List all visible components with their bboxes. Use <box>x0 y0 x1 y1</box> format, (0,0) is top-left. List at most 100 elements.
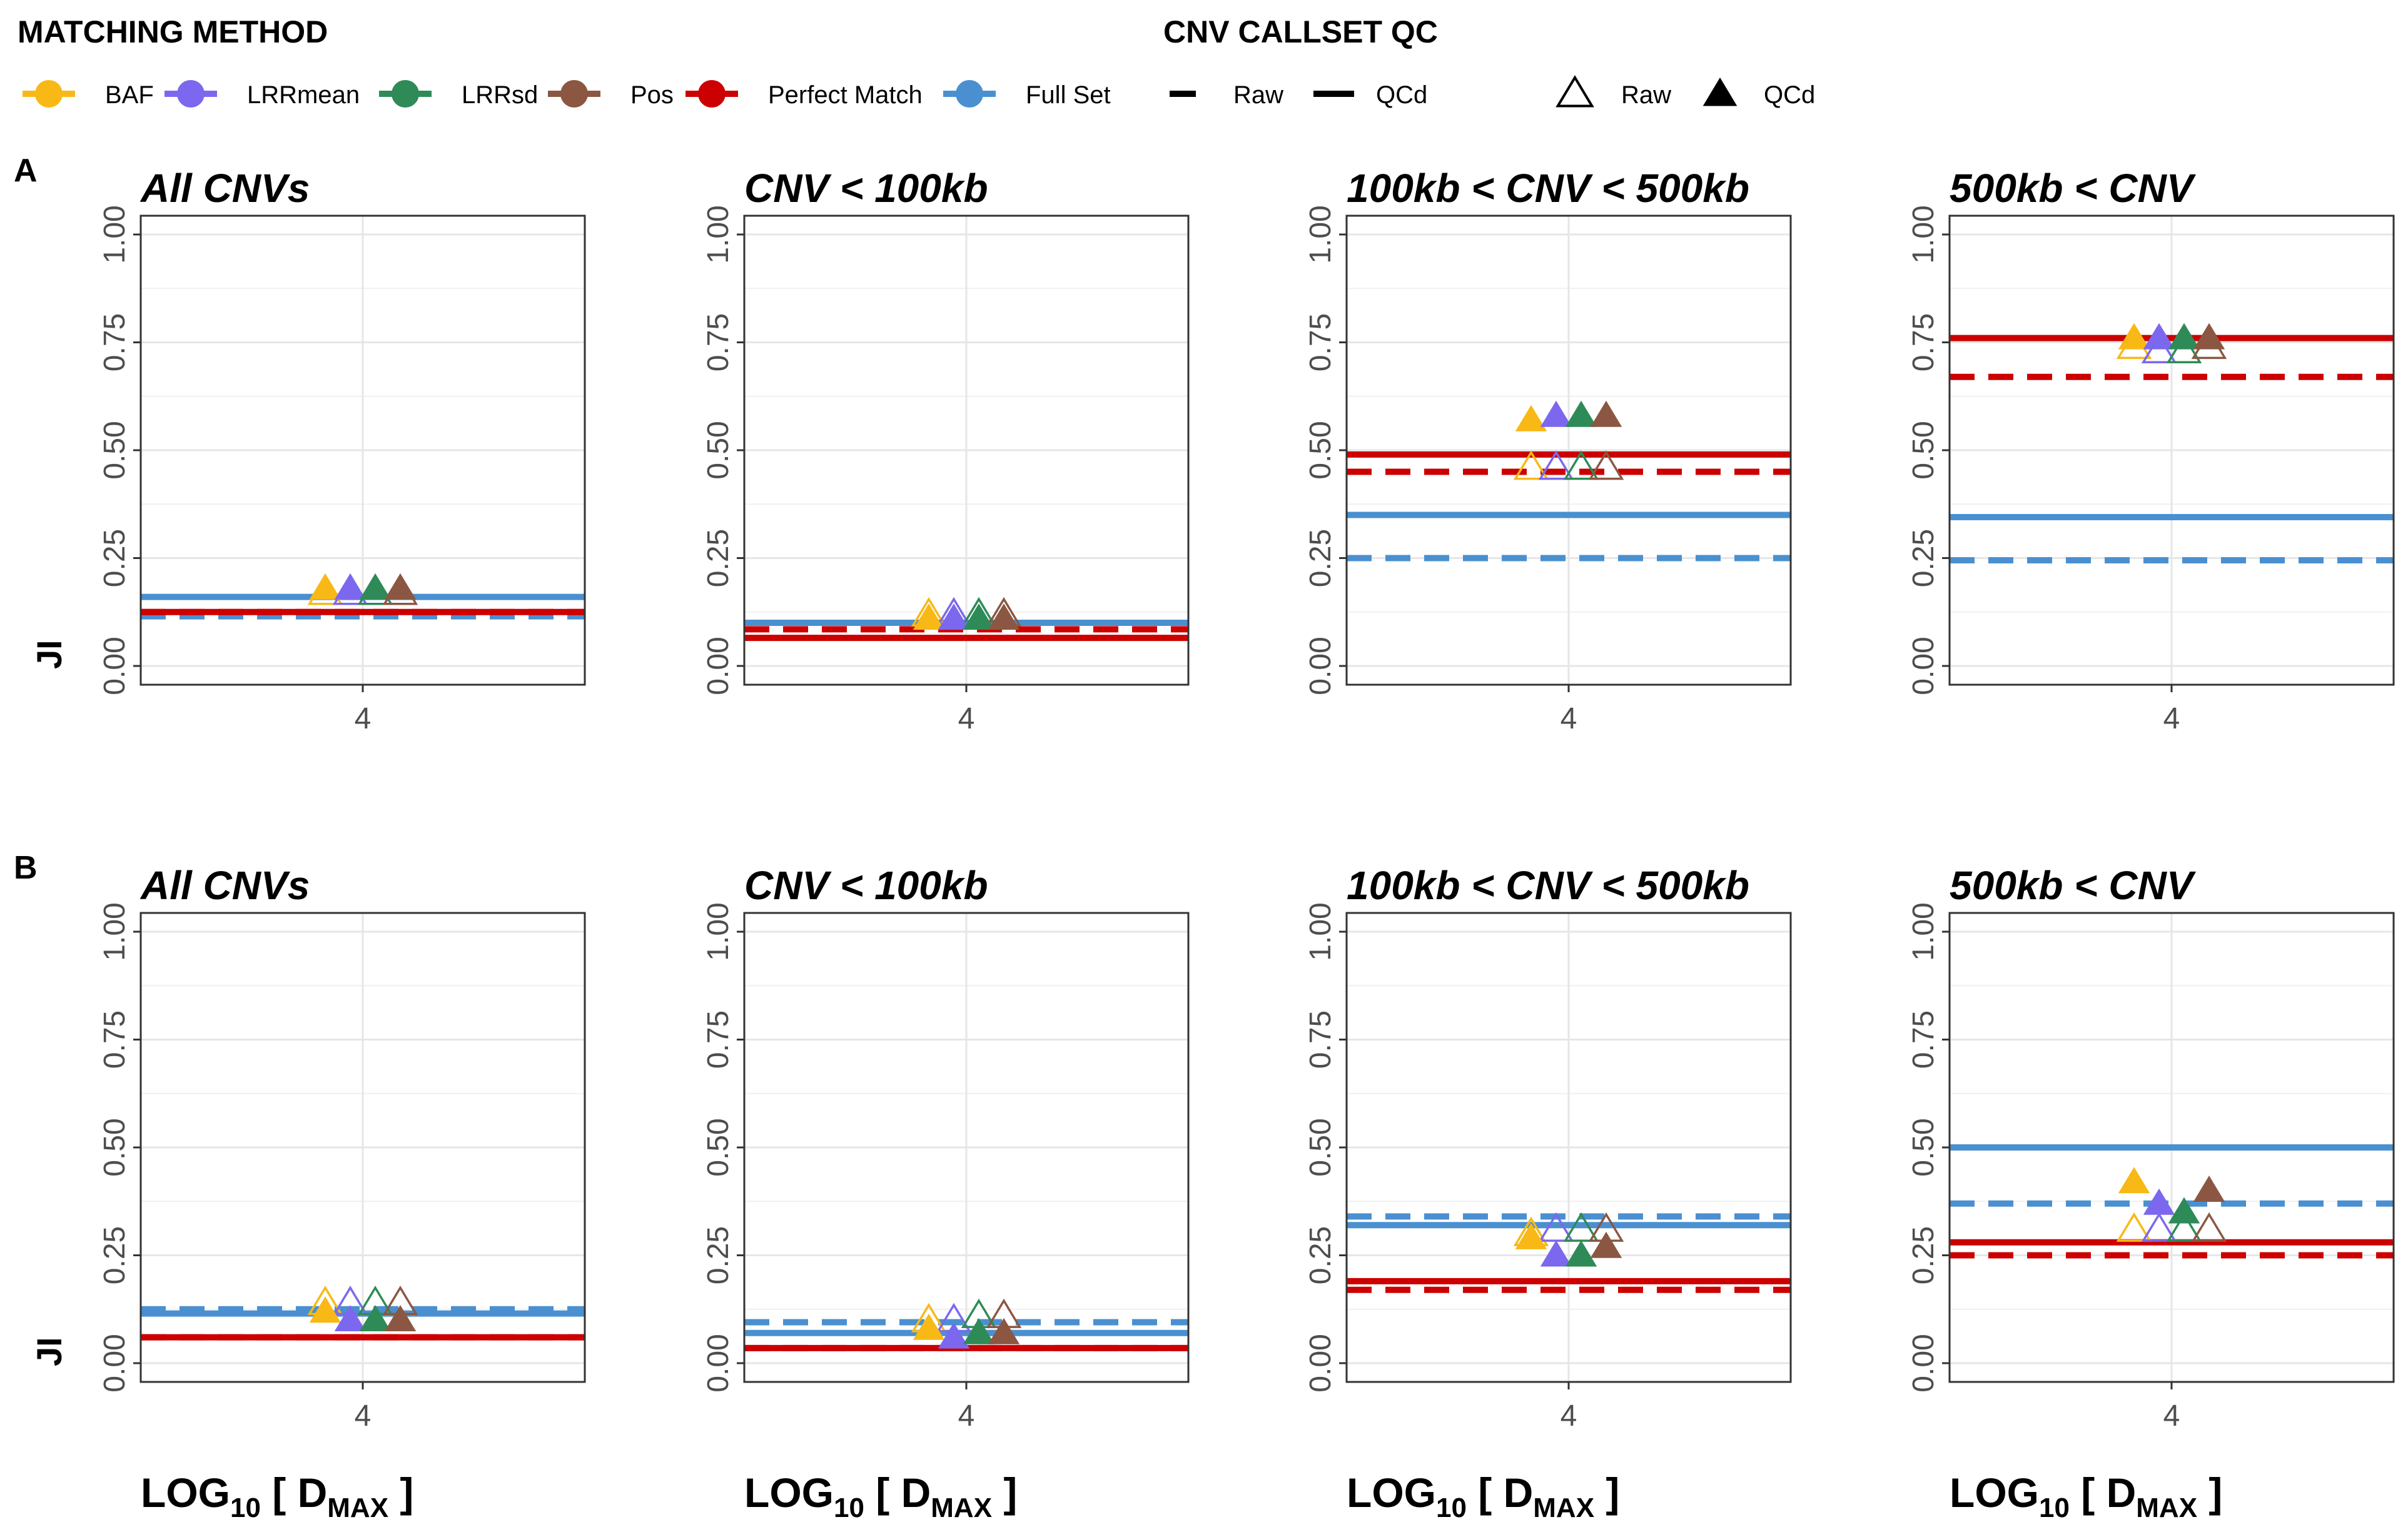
point-qcd-pos <box>2193 323 2225 350</box>
point-qcd-lrrsd <box>963 1318 995 1344</box>
point-qcd-pos <box>384 1305 417 1331</box>
y-tick-label: 0.00 <box>702 637 735 695</box>
legend-qc-title: CNV CALLSET QC <box>1163 14 1438 49</box>
point-qcd-pos <box>384 573 417 600</box>
panel-title: CNV < 100kb <box>744 863 988 908</box>
x-axis-title-part: LOG <box>1347 1469 1436 1516</box>
point-raw-lrrsd <box>2166 1212 2202 1242</box>
point-qcd-lrrmean <box>938 1322 970 1349</box>
x-tick-label: 4 <box>355 702 372 735</box>
x-tick-label: 4 <box>355 1399 372 1433</box>
legend-qc-entries: Raw QCd Raw QCd <box>1170 75 1815 109</box>
point-qcd-lrrsd <box>1565 1240 1597 1267</box>
y-tick-label: 0.50 <box>98 1118 131 1176</box>
x-axis-title-part: [ D <box>864 1469 931 1516</box>
y-tick-label: 0.25 <box>1907 1226 1940 1284</box>
point-qcd-lrrsd <box>2168 323 2200 350</box>
y-tick-label: 0.50 <box>1907 1118 1940 1176</box>
point-qcd-pos <box>1590 1231 1622 1258</box>
x-axis-title-part: LOG <box>744 1469 834 1516</box>
legend-full-dot <box>956 80 983 108</box>
panel-border <box>1345 214 1792 686</box>
y-tick-label: 0.50 <box>1304 1118 1337 1176</box>
y-tick-label: 0.00 <box>1304 637 1337 695</box>
panel-title: 500kb < CNV <box>1950 166 2197 211</box>
panel-b-3: 100kb < CNV < 500kb 0.00 0.25 0.50 0.75 1.00 4 <box>1304 863 1792 1433</box>
point-raw-baf <box>2116 1212 2152 1242</box>
point-qcd-lrrmean <box>334 1305 367 1331</box>
panel-a-4: 500kb < CNV 0.00 0.25 0.50 0.75 1.00 4 <box>1907 166 2395 735</box>
y-tick-label: 0.75 <box>702 313 735 371</box>
point-qcd-baf <box>2118 1167 2150 1194</box>
legend-pos-label: Pos <box>630 81 674 109</box>
legend-lrrmean-label: LRRmean <box>247 81 360 109</box>
legend-raw-line-label: Raw <box>1233 81 1283 109</box>
panel-title: All CNVs <box>139 166 310 211</box>
legend-perfect-label: Perfect Match <box>768 81 923 109</box>
point-qcd-lrrsd <box>963 603 995 630</box>
y-tick-label: 1.00 <box>1907 902 1940 960</box>
y-tick-label: 1.00 <box>98 902 131 960</box>
x-tick-label: 4 <box>1561 702 1577 735</box>
point-qcd-pos <box>988 603 1020 630</box>
legend: MATCHING METHOD CNV CALLSET QC BAF LRRmea… <box>18 14 1815 109</box>
x-axis-title-part: LOG <box>141 1469 230 1516</box>
y-tick-label: 0.50 <box>702 1118 735 1176</box>
legend-qcd-shape-label: QCd <box>1764 81 1815 109</box>
legend-baf-label: BAF <box>105 81 154 109</box>
row-label-a: A <box>14 153 38 189</box>
y-tick-label: 1.00 <box>702 205 735 263</box>
y-tick-label: 0.75 <box>98 313 131 371</box>
y-tick-label: 1.00 <box>702 902 735 960</box>
legend-method-entries: BAF LRRmean LRRsd Pos Perfect Match Full Set <box>23 80 1111 109</box>
y-tick-label: 1.00 <box>1304 902 1337 960</box>
y-tick-label: 0.00 <box>1907 1334 1940 1392</box>
point-qcd-lrrmean <box>2143 1188 2175 1215</box>
y-tick-label: 0.00 <box>1304 1334 1337 1392</box>
x-axis-title-part: 10 <box>1436 1493 1467 1523</box>
panel-border <box>1345 912 1792 1383</box>
x-tick-label: 4 <box>958 702 975 735</box>
panel-border <box>743 214 1190 686</box>
y-tick-label: 0.75 <box>1907 313 1940 371</box>
x-axis-title-part: [ D <box>2070 1469 2136 1516</box>
legend-perfect-dot <box>698 80 726 108</box>
panel-b-4: 500kb < CNV 0.00 0.25 0.50 0.75 1.00 4 <box>1907 863 2395 1433</box>
x-axis-title-part: ] <box>992 1469 1017 1516</box>
point-qcd-pos <box>1590 400 1622 427</box>
y-tick-label: 0.25 <box>1304 529 1337 587</box>
legend-full-label: Full Set <box>1026 81 1111 109</box>
x-axis-title-part: 10 <box>834 1493 864 1523</box>
x-axis-title-part: LOG <box>1950 1469 2039 1516</box>
legend-lrrsd-dot <box>392 80 419 108</box>
panel-border <box>1948 214 2395 686</box>
y-tick-label: 0.75 <box>1304 313 1337 371</box>
panel-title: All CNVs <box>139 863 310 908</box>
y-tick-label: 0.50 <box>702 421 735 479</box>
legend-qcd-triangle-icon <box>1702 78 1738 106</box>
x-axis-title-part: MAX <box>1533 1493 1594 1523</box>
point-qcd-lrrsd <box>1565 400 1597 427</box>
y-tick-label: 0.50 <box>1304 421 1337 479</box>
panel-border <box>139 214 586 686</box>
point-raw-lrrmean <box>1538 450 1574 480</box>
panel-a-1: All CNVs 0.00 0.25 0.50 0.75 1.00 4 <box>98 166 586 735</box>
point-qcd-baf <box>309 573 341 600</box>
y-axis-title-b: JI <box>29 1337 69 1366</box>
y-axis-title-a: JI <box>29 640 69 669</box>
point-qcd-lrrmean <box>1540 400 1572 427</box>
panel-title: 100kb < CNV < 500kb <box>1347 166 1749 211</box>
legend-raw-shape-label: Raw <box>1621 81 1671 109</box>
point-raw-pos <box>1588 450 1624 480</box>
point-qcd-lrrsd <box>359 573 392 600</box>
x-axis-title-part: ] <box>1594 1469 1619 1516</box>
x-axis-title-part: MAX <box>327 1493 388 1523</box>
x-axis-title: LOG10 [ DMAX ] <box>1950 1469 2222 1523</box>
y-tick-label: 0.00 <box>98 1334 131 1392</box>
y-tick-label: 0.25 <box>1907 529 1940 587</box>
point-qcd-lrrmean <box>1540 1240 1572 1267</box>
legend-lrrmean-dot <box>177 80 205 108</box>
legend-lrrsd-label: LRRsd <box>462 81 538 109</box>
panel-border <box>139 912 586 1383</box>
